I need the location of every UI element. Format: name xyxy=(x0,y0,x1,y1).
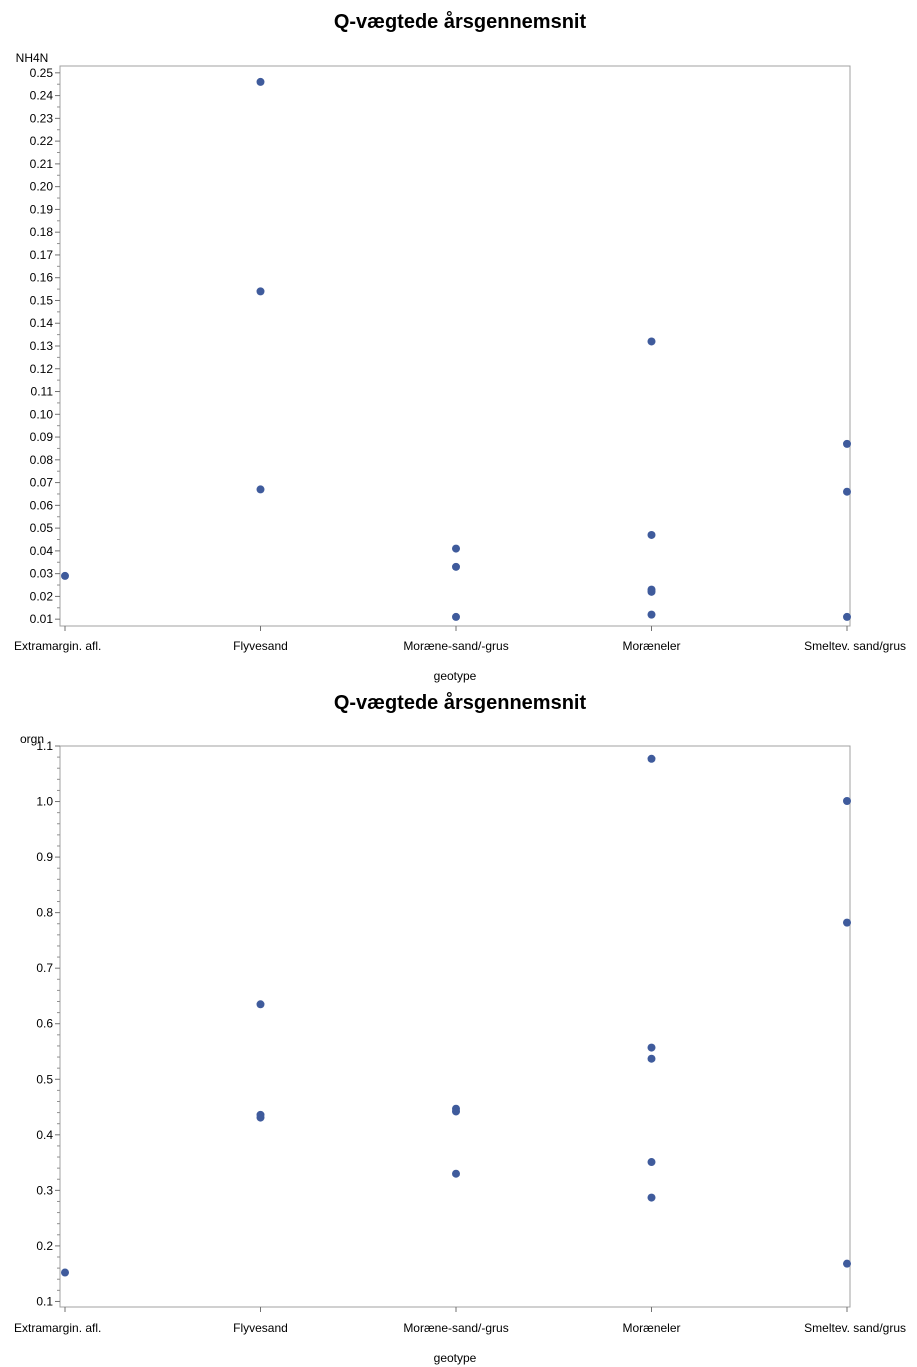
data-point xyxy=(843,439,851,448)
data-point xyxy=(843,796,851,805)
y-tick-label: 0.7 xyxy=(36,961,53,975)
y-tick-label: 0.10 xyxy=(30,407,54,421)
data-point xyxy=(647,337,656,346)
y-tick-label: 0.04 xyxy=(30,544,54,558)
y-tick-label: 0.09 xyxy=(30,430,54,444)
y-tick-label: 0.18 xyxy=(30,225,54,239)
y-tick-label: 0.2 xyxy=(36,1239,53,1253)
data-point xyxy=(452,544,460,553)
x-axis-label: geotype xyxy=(434,669,477,683)
x-tick-label: Extramargin. afl. xyxy=(14,639,101,653)
x-tick-label: Moræneler xyxy=(622,639,680,653)
data-point xyxy=(647,1043,656,1052)
y-tick-label: 0.4 xyxy=(36,1128,53,1142)
y-tick-label: 0.02 xyxy=(30,589,54,603)
x-tick-label: Smeltev. sand/grus xyxy=(804,639,906,653)
chart-1: Q-vægtede årsgennemsnit NH4N 0.01 0.02 0.03 0… xyxy=(14,10,906,683)
x-tick-label: Extramargin. afl. xyxy=(14,1321,101,1335)
data-point xyxy=(452,1169,460,1178)
data-point xyxy=(843,487,851,496)
data-point xyxy=(647,530,656,539)
y-tick-label: 0.06 xyxy=(30,498,54,512)
data-point xyxy=(647,587,656,596)
y-axis-label: orgn xyxy=(20,732,44,746)
chart-2: Q-vægtede årsgennemsnit orgn 0.1 0.2 0.3 0.4 0… xyxy=(14,691,906,1365)
data-point xyxy=(647,610,656,619)
data-point xyxy=(452,562,460,571)
y-tick-label: 0.05 xyxy=(30,521,54,535)
y-tick-label: 1.0 xyxy=(36,795,53,809)
y-tick-label: 0.17 xyxy=(30,248,54,262)
y-tick-label: 0.22 xyxy=(30,134,54,148)
y-tick-label: 0.15 xyxy=(30,293,54,307)
y-tick-label: 0.5 xyxy=(36,1072,53,1086)
y-tick-label: 0.08 xyxy=(30,453,54,467)
data-point xyxy=(61,571,69,580)
y-tick-label: 1.1 xyxy=(36,739,53,753)
data-point xyxy=(256,77,265,86)
y-tick-label: 0.9 xyxy=(36,850,53,864)
y-tick-label: 0.20 xyxy=(30,180,54,194)
y-tick-label: 0.19 xyxy=(30,202,54,216)
y-tick-label: 0.25 xyxy=(30,66,54,80)
x-axis-label: geotype xyxy=(434,1351,477,1365)
data-point xyxy=(843,612,851,621)
y-tick-label: 0.1 xyxy=(36,1294,53,1308)
y-tick-label: 0.8 xyxy=(36,906,53,920)
data-point xyxy=(256,485,265,494)
y-tick-label: 0.24 xyxy=(30,89,54,103)
data-point xyxy=(256,1000,265,1009)
data-point xyxy=(647,1158,656,1167)
y-tick-label: 0.13 xyxy=(30,339,54,353)
x-tick-label: Moræneler xyxy=(622,1321,680,1335)
data-point xyxy=(843,1259,851,1268)
data-point xyxy=(256,1113,265,1122)
y-tick-label: 0.16 xyxy=(30,271,54,285)
plot-frame xyxy=(59,745,851,1308)
x-tick-label: Flyvesand xyxy=(233,1321,288,1335)
y-tick-label: 0.14 xyxy=(30,316,54,330)
x-tick-label: Moræne-sand/-grus xyxy=(403,639,508,653)
chart-title: Q-vægtede årsgennemsnit xyxy=(334,691,587,714)
x-tick-label: Flyvesand xyxy=(233,639,288,653)
data-point xyxy=(647,754,656,763)
y-tick-label: 0.07 xyxy=(30,476,54,490)
y-tick-label: 0.23 xyxy=(30,111,54,125)
y-tick-label: 0.21 xyxy=(30,157,54,171)
y-tick-label: 0.6 xyxy=(36,1017,53,1031)
plot-frame xyxy=(59,65,851,627)
y-tick-label: 0.3 xyxy=(36,1183,53,1197)
data-point xyxy=(256,287,265,296)
data-point xyxy=(647,1054,656,1063)
y-tick-label: 0.12 xyxy=(30,362,54,376)
y-axis-label: NH4N xyxy=(16,51,49,65)
data-point xyxy=(61,1268,69,1277)
data-point xyxy=(452,1107,460,1116)
y-tick-label: 0.03 xyxy=(30,567,54,581)
y-tick-label: 0.01 xyxy=(30,612,54,626)
y-tick-label: 0.11 xyxy=(31,385,54,399)
data-point xyxy=(452,612,460,621)
data-point xyxy=(647,1193,656,1202)
chart-title: Q-vægtede årsgennemsnit xyxy=(334,10,587,33)
data-point xyxy=(843,918,851,927)
x-tick-label: Moræne-sand/-grus xyxy=(403,1321,508,1335)
x-tick-label: Smeltev. sand/grus xyxy=(804,1321,906,1335)
